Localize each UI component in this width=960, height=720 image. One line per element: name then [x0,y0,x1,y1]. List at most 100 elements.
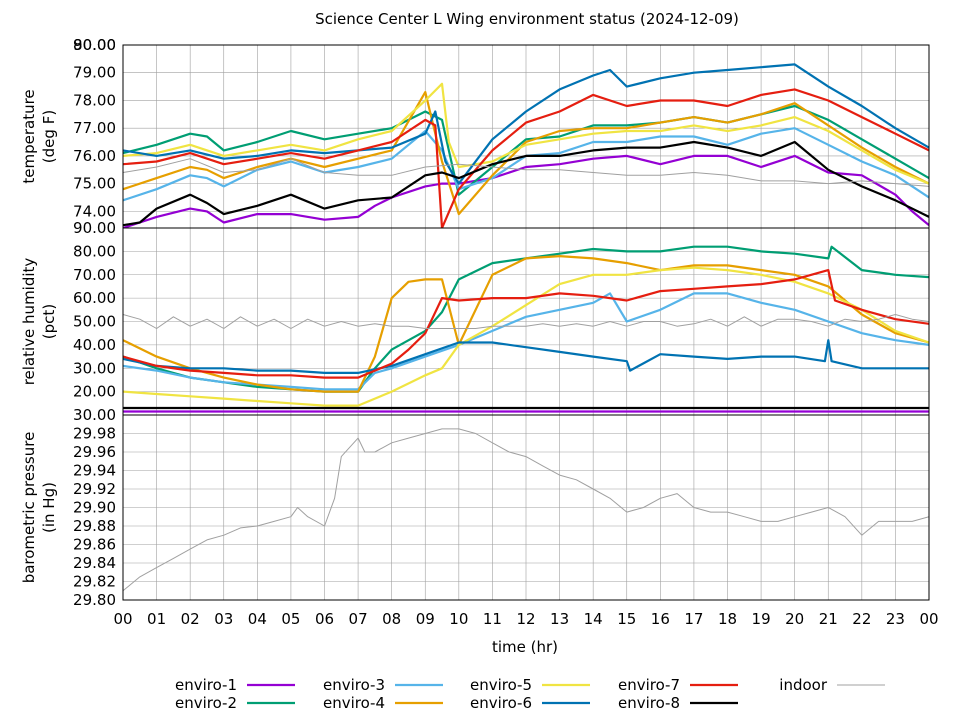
x-tick-label: 18 [718,610,737,628]
y-axis-label-line: (in Hg) [40,482,58,533]
series-group [123,428,929,592]
panel-3: 29.8029.8229.8429.8629.8829.9029.9229.94… [20,406,930,609]
legend-item: enviro-2 [175,694,295,712]
y-tick-label: 29.84 [73,554,116,572]
x-tick-label: 01 [147,610,166,628]
y-tick-label: 29.86 [73,536,116,554]
y-tick-label: 29.94 [73,462,116,480]
legend-label: enviro-2 [175,694,237,712]
y-tick-label: 79.00 [73,64,116,82]
x-tick-label: 08 [382,610,401,628]
y-tick-label: 77.00 [73,119,116,137]
series-line-enviro-8 [123,140,929,227]
legend-item: enviro-1 [175,676,295,694]
x-ticks: 00 01 02 03 04 05 06 07 08 09 10 11 12 13 14 15 16 17 18 19… [113,610,938,628]
panel-1: 74.00 75.00 76.00 77.00 78.00 79.00 80.0090.00… [20,36,930,229]
legend-label: enviro-7 [618,676,680,694]
x-axis-label: time (hr) [492,638,558,656]
series-group [123,245,929,413]
x-tick-label: 22 [852,610,871,628]
series-line-enviro-3 [123,127,929,202]
series-line-enviro-4 [123,255,929,393]
y-axis-label-line: (deg F) [40,110,58,163]
x-tick-label: 04 [248,610,267,628]
y-tick-label: 20.00 [73,383,116,401]
x-tick-label: 03 [214,610,233,628]
series-line-enviro-4 [123,90,929,216]
chart-title: Science Center L Wing environment status… [315,10,739,28]
y-tick-label: 80.00 [73,36,116,54]
series-line-enviro-2 [123,245,929,393]
panel-2: 20.00 30.00 40.00 50.00 60.00 70.00 80.00 90.00… [20,219,930,416]
y-tick-label: 78.00 [73,91,116,109]
x-tick-label: 06 [315,610,334,628]
series-group [123,63,929,228]
x-tick-label: 00 [919,610,938,628]
y-tick-label: 30.00 [73,406,116,424]
x-tick-label: 02 [181,610,200,628]
y-tick-label: 40.00 [73,336,116,354]
legend-label: enviro-4 [323,694,385,712]
legend-item: enviro-6 [470,694,590,712]
x-tick-label: 14 [584,610,603,628]
y-tick-label: 90.00 [73,36,116,54]
x-tick-label: 17 [684,610,703,628]
x-tick-label: 09 [416,610,435,628]
y-axis-label-line: relative humidity [20,258,38,386]
y-ticks: 20.00 30.00 40.00 50.00 60.00 70.00 80.00 90.00 [73,219,116,401]
series-line-indoor [123,158,929,187]
legend-label: enviro-6 [470,694,532,712]
x-tick-label: 23 [886,610,905,628]
y-tick-label: 90.00 [73,219,116,237]
y-tick-label: 80.00 [73,242,116,260]
series-line-indoor [123,314,929,329]
series-line-enviro-5 [123,82,929,185]
legend-item: indoor [779,676,885,694]
series-line-enviro-7 [123,269,929,379]
y-axis-label: barometric pressure (in Hg) [20,432,58,584]
x-tick-label: 05 [281,610,300,628]
legend-label: indoor [779,676,828,694]
y-tick-label: 70.00 [73,266,116,284]
legend-item: enviro-3 [323,676,443,694]
x-tick-label: 15 [617,610,636,628]
legend-item: enviro-4 [323,694,443,712]
y-tick-label: 60.00 [73,289,116,307]
y-tick-label: 29.82 [73,573,116,591]
y-tick-label: 29.92 [73,480,116,498]
x-tick-label: 10 [449,610,468,628]
y-tick-label: 29.96 [73,443,116,461]
legend-label: enviro-8 [618,694,680,712]
x-tick-label: 16 [651,610,670,628]
chart-panels: 74.0075.0076.0077.0078.0079.0080.0090.00… [20,36,939,628]
series-line-enviro-6 [123,63,929,185]
x-tick-label: 00 [113,610,132,628]
x-tick-label: 20 [785,610,804,628]
x-tick-label: 13 [550,610,569,628]
legend-label: enviro-5 [470,676,532,694]
y-tick-label: 29.80 [73,591,116,609]
x-tick-label: 11 [483,610,502,628]
y-tick-label: 29.90 [73,499,116,517]
series-line-enviro-7 [123,88,929,228]
y-tick-label: 75.00 [73,175,116,193]
y-tick-label: 29.98 [73,425,116,443]
y-axis-label-line: barometric pressure [20,432,38,584]
legend-label: enviro-1 [175,676,237,694]
y-tick-label: 30.00 [73,359,116,377]
y-axis-label-line: temperature [20,89,38,183]
legend-item: enviro-7 [618,676,738,694]
y-axis-label: temperature (deg F) [20,89,58,183]
legend-label: enviro-3 [323,676,385,694]
y-tick-label: 76.00 [73,147,116,165]
y-ticks: 29.8029.8229.8429.8629.8829.9029.9229.94… [73,406,116,609]
grid [122,415,930,601]
legend-item: enviro-5 [470,676,590,694]
x-tick-label: 07 [349,610,368,628]
y-tick-label: 29.88 [73,517,116,535]
x-tick-label: 19 [752,610,771,628]
series-line-indoor [123,428,929,592]
